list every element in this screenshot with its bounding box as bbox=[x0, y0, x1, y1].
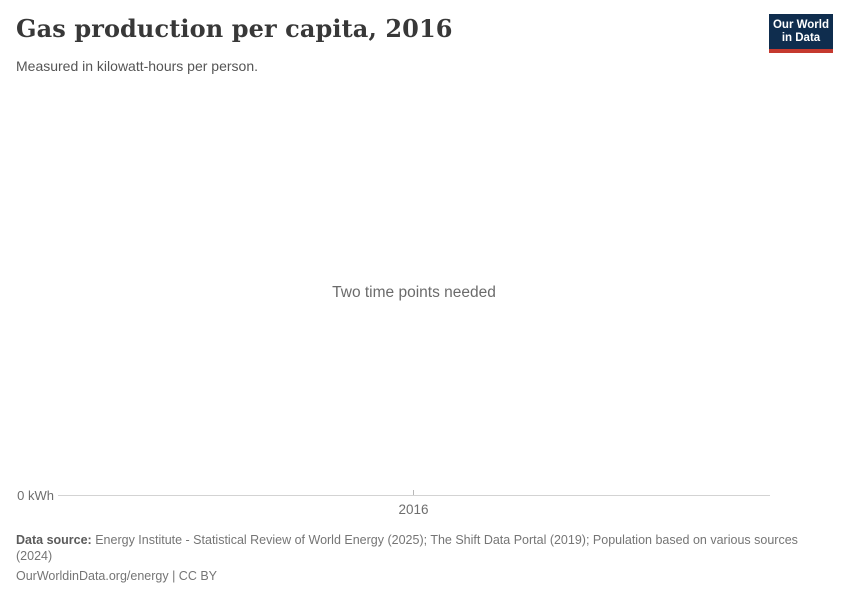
x-axis-line bbox=[58, 495, 770, 496]
citation-line[interactable]: OurWorldinData.org/energy | CC BY bbox=[16, 569, 218, 583]
y-axis-zero-label: 0 kWh bbox=[17, 488, 54, 503]
x-axis-tick bbox=[413, 490, 414, 495]
empty-chart-message: Two time points needed bbox=[332, 284, 496, 301]
data-source-label: Data source: bbox=[16, 533, 92, 547]
owid-logo-text-line1: Our World bbox=[772, 18, 829, 31]
data-source-text: Energy Institute - Statistical Review of… bbox=[16, 533, 798, 563]
x-axis-tick-label: 2016 bbox=[398, 502, 429, 517]
chart-title: Gas production per capita, 2016 bbox=[16, 14, 453, 43]
owid-logo[interactable]: Our World in Data bbox=[769, 14, 833, 53]
owid-logo-text-line2: in Data bbox=[781, 31, 821, 44]
chart-subtitle: Measured in kilowatt-hours per person. bbox=[16, 58, 259, 74]
data-source-line: Data source: Energy Institute - Statisti… bbox=[16, 532, 834, 564]
